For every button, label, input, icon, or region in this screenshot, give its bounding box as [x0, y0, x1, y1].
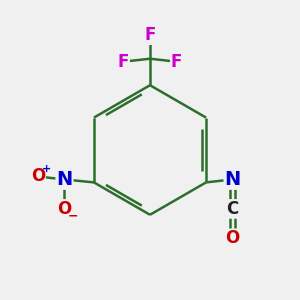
Text: O: O: [31, 167, 45, 185]
Text: N: N: [56, 170, 73, 189]
Text: O: O: [57, 200, 72, 218]
Text: F: F: [144, 26, 156, 44]
Text: F: F: [118, 53, 129, 71]
Text: C: C: [226, 200, 239, 218]
Text: F: F: [171, 53, 182, 71]
Text: O: O: [226, 229, 240, 247]
Text: +: +: [42, 164, 51, 174]
Text: −: −: [68, 210, 79, 223]
Text: N: N: [224, 170, 241, 189]
